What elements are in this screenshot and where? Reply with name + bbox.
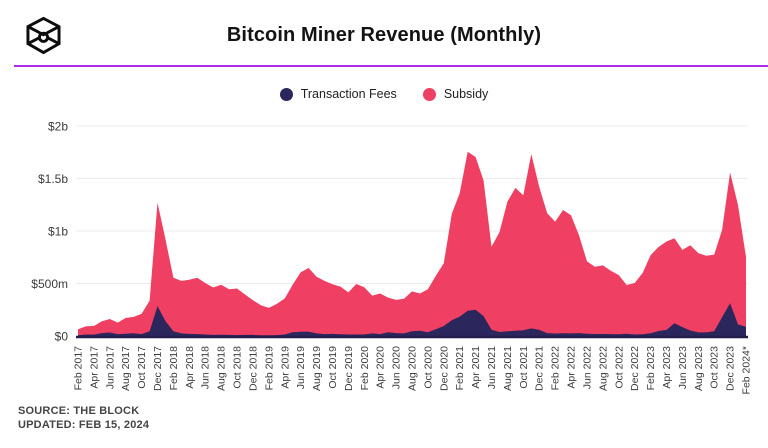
x-axis-label: Aug 2019 [311, 346, 323, 391]
y-axis-label: $1.5b [38, 172, 68, 186]
x-axis-label: Apr 2017 [88, 346, 100, 389]
y-axis-label: $2b [48, 120, 68, 134]
y-axis-label: $500m [31, 277, 68, 291]
legend-label-subsidy: Subsidy [443, 87, 489, 101]
x-axis-label: Jun 2020 [391, 346, 403, 389]
x-axis-label: Feb 2020 [359, 346, 371, 391]
legend-label-transaction-fees: Transaction Fees [300, 87, 397, 101]
subsidy-area[interactable] [78, 151, 746, 336]
x-axis-label: Dec 2018 [248, 346, 260, 391]
x-axis-label: Oct 2017 [136, 346, 148, 389]
x-axis-label: Jun 2023 [677, 346, 689, 389]
subsidy-swatch-icon [422, 87, 436, 101]
chart-legend: Transaction Fees Subsidy [0, 87, 768, 101]
x-axis-label: Jun 2021 [486, 346, 498, 389]
x-axis-label: Feb 2021 [454, 346, 466, 391]
x-axis-label: Apr 2020 [375, 346, 387, 389]
x-axis-label: Aug 2018 [216, 346, 228, 391]
x-axis-label: Oct 2022 [613, 346, 625, 389]
x-axis-label: Jun 2017 [104, 346, 116, 389]
x-axis-label: Apr 2023 [661, 346, 673, 389]
x-axis-label: Feb 2017 [73, 346, 85, 391]
x-axis-label: Oct 2019 [327, 346, 339, 389]
x-axis-label: Jun 2019 [295, 346, 307, 389]
x-axis-label: Dec 2021 [534, 346, 546, 391]
x-axis-label: Dec 2017 [152, 346, 164, 391]
y-axis-label: $1b [48, 225, 68, 239]
x-axis-label: Oct 2018 [232, 346, 244, 389]
x-axis-label: Feb 2024* [741, 346, 753, 394]
x-axis-label: Aug 2023 [693, 346, 705, 391]
page-title: Bitcoin Miner Revenue (Monthly) [226, 24, 542, 46]
x-axis-label: Dec 2020 [438, 346, 450, 391]
x-axis-label: Feb 2023 [645, 346, 657, 391]
chart-footer: SOURCE: THE BLOCK UPDATED: FEB 15, 2024 [18, 404, 149, 432]
x-axis-label: Dec 2022 [629, 346, 641, 391]
x-axis-label: Aug 2021 [502, 346, 514, 391]
y-axis-label: $0 [55, 330, 69, 344]
header-divider [14, 65, 768, 67]
legend-item-transaction-fees[interactable]: Transaction Fees [279, 87, 397, 101]
updated-text: UPDATED: FEB 15, 2024 [18, 419, 150, 431]
x-axis-label: Feb 2022 [550, 346, 562, 391]
legend-item-subsidy[interactable]: Subsidy [422, 87, 489, 101]
x-axis-label: Jun 2018 [200, 346, 212, 389]
x-axis-label: Apr 2018 [184, 346, 196, 389]
transaction-fees-swatch-icon [279, 87, 293, 101]
x-axis-label: Apr 2021 [470, 346, 482, 389]
x-axis-label: Aug 2017 [120, 346, 132, 391]
x-axis-label: Jun 2022 [582, 346, 594, 389]
x-axis-label: Dec 2023 [725, 346, 737, 391]
x-axis-label: Apr 2019 [279, 346, 291, 389]
x-axis-label: Feb 2018 [168, 346, 180, 391]
x-axis-label: Feb 2019 [263, 346, 275, 391]
x-axis-label: Apr 2022 [566, 346, 578, 389]
x-axis-label: Dec 2019 [343, 346, 355, 391]
cube-icon [26, 16, 61, 55]
source-text: SOURCE: THE BLOCK [18, 405, 140, 417]
the-block-logo-icon [25, 13, 62, 58]
x-axis-label: Aug 2022 [597, 346, 609, 391]
x-axis-label: Oct 2020 [422, 346, 434, 389]
x-axis-label: Oct 2021 [518, 346, 530, 389]
x-axis-label: Oct 2023 [709, 346, 721, 389]
x-axis-label: Aug 2020 [407, 346, 419, 391]
transaction-fees-area[interactable] [78, 303, 746, 336]
